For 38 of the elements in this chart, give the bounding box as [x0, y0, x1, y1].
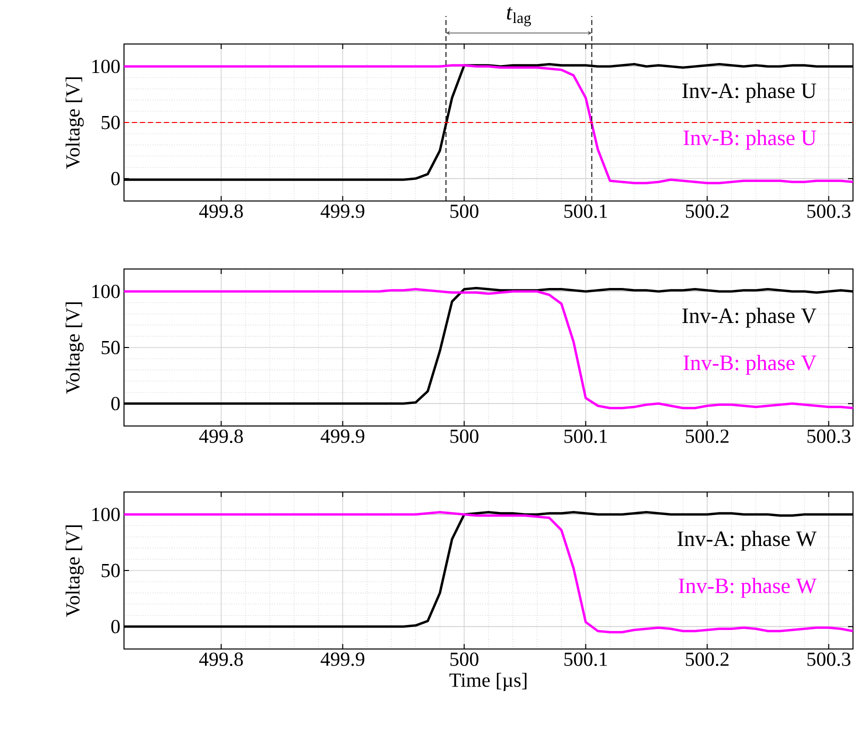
x-tick-label: 499.9	[320, 430, 364, 443]
x-tick-label: 499.8	[199, 652, 243, 666]
y-tick-label: 0	[111, 172, 120, 186]
x-tick-label: 500.1	[564, 204, 607, 218]
x-tick-label: 500.1	[564, 652, 607, 666]
y-tick-label: 0	[111, 620, 120, 634]
x-tick-label: 499.8	[199, 430, 243, 444]
x-tick-label: 500.2	[686, 204, 729, 218]
x-tick-label: 500.2	[686, 430, 729, 444]
series-label: Inv-A: phase W	[677, 530, 817, 551]
y-axis-title: Voltage [V]	[66, 77, 84, 169]
x-tick-label: 500.3	[807, 204, 850, 218]
x-tick-label: 500	[450, 430, 478, 443]
x-tick-label: 500	[450, 204, 478, 218]
x-tick-label: 500.1	[564, 430, 607, 444]
series-label: Inv-B: phase U	[684, 130, 816, 150]
y-tick-label: 100	[92, 60, 120, 74]
x-axis-title: Time [µs]	[449, 672, 526, 691]
y-axis-title: Voltage [V]	[66, 525, 84, 617]
y-axis-title: Voltage [V]	[66, 302, 84, 394]
series-label: Inv-B: phase V	[684, 354, 816, 375]
x-tick-label: 500.3	[807, 430, 850, 444]
x-tick-label: 500.3	[807, 652, 850, 666]
y-tick-label: 100	[92, 284, 120, 298]
x-tick-label: 500	[450, 652, 478, 666]
text: t$_{lag}$	[506, 7, 531, 26]
series-label: Inv-A: phase U	[682, 82, 816, 103]
x-tick-label: 500.2	[686, 652, 729, 666]
x-tick-label: 499.9	[320, 652, 364, 666]
y-tick-label: 0	[111, 396, 120, 410]
series-label: Inv-A: phase V	[682, 308, 816, 328]
y-tick-label: 50	[102, 340, 120, 354]
y-tick-label: 50	[102, 116, 120, 130]
x-tick-label: 499.9	[320, 204, 364, 218]
y-tick-label: 100	[92, 508, 120, 522]
y-tick-label: 50	[102, 564, 120, 578]
series-label: Inv-B: phase W	[678, 578, 817, 598]
x-tick-label: 499.8	[199, 204, 243, 218]
